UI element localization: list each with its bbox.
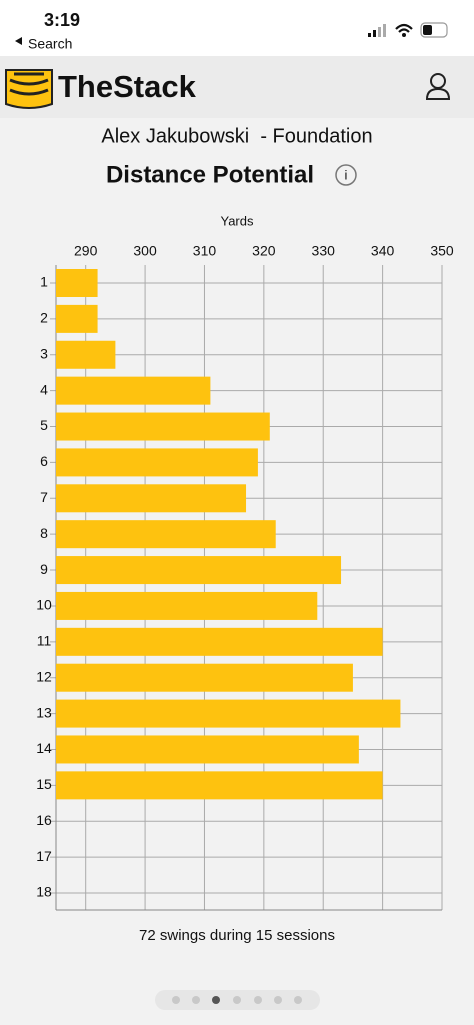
bar [56,448,258,477]
x-tick-label: 310 [193,243,217,259]
x-axis-label: Yards [221,213,254,228]
y-tick-label: 1 [40,274,48,290]
bar [56,376,211,405]
bar [56,591,318,620]
app-name: TheStack [58,69,197,104]
footer-note: 72 swings during 15 sessions [139,927,335,944]
x-tick-label: 350 [430,243,454,259]
x-tick-label: 330 [312,243,336,259]
y-tick-label: 17 [36,848,52,864]
y-tick-label: 14 [36,740,52,756]
y-tick-label: 5 [40,417,48,433]
x-tick-label: 340 [371,243,395,259]
chart-title: Distance Potential [106,161,314,188]
app-header [0,56,474,118]
y-tick-label: 6 [40,453,48,469]
bar [56,269,98,297]
bar [56,520,276,549]
info-icon[interactable]: i [335,164,357,186]
y-tick-label: 13 [36,704,52,720]
logo [5,69,53,109]
bar [56,304,98,333]
y-tick-label: 4 [40,381,48,397]
back-link[interactable]: Search [28,36,72,52]
bar [56,484,247,513]
y-tick-label: 11 [37,633,52,649]
y-tick-label: 7 [40,489,48,505]
svg-text:i: i [345,167,348,182]
y-tick-label: 12 [36,668,52,684]
bar [56,735,359,764]
y-tick-label: 8 [40,525,48,541]
chart-subtitle: Alex Jakubowski - Foundation [101,125,372,147]
y-tick-label: 10 [36,597,52,613]
y-tick-label: 15 [36,776,52,792]
bar [56,340,116,369]
y-tick-label: 3 [40,345,48,361]
bar [56,663,353,692]
y-tick-label: 18 [36,884,52,900]
bar [56,412,270,441]
profile-icon[interactable] [425,73,451,100]
y-tick-label: 2 [40,310,48,326]
y-tick-label: 16 [36,812,52,828]
status-bar [0,0,474,56]
x-tick-label: 290 [74,243,98,259]
bar [56,699,401,728]
bar [56,771,383,800]
x-tick-label: 320 [252,243,276,259]
bar [56,556,342,585]
back-arrow[interactable] [15,37,22,45]
page-indicator[interactable] [172,996,302,1004]
status-icons [368,22,448,38]
y-tick-label: 9 [40,561,48,577]
status-time: 3:19 [44,10,80,30]
bar [56,627,383,656]
x-tick-label: 300 [133,243,157,259]
